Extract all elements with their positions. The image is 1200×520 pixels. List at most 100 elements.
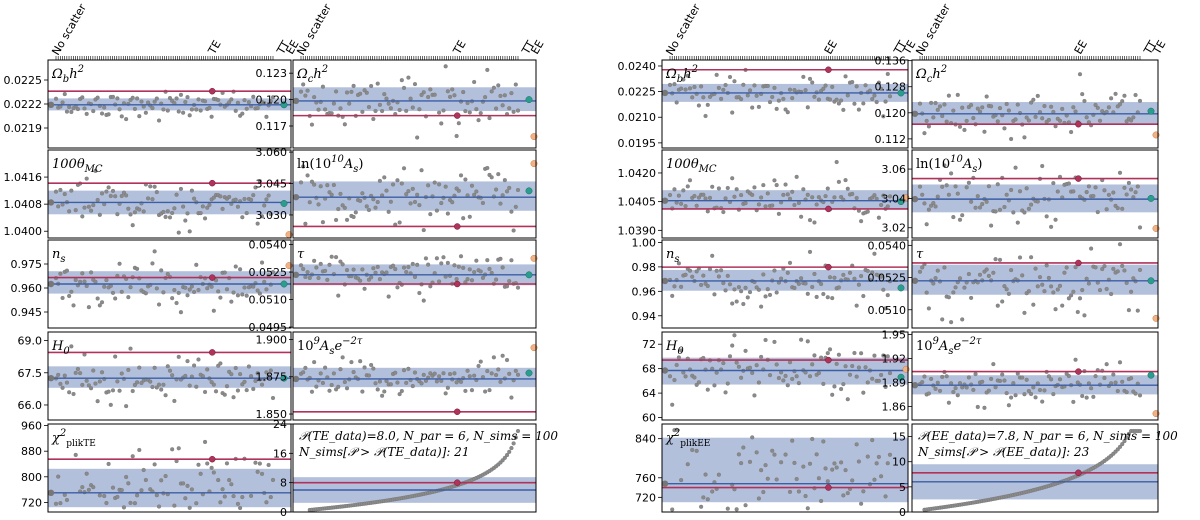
scatter-point [382, 389, 387, 394]
scatter-point [303, 274, 308, 280]
scatter-point [373, 381, 378, 386]
scatter-point [194, 107, 199, 112]
scatter-point [478, 269, 483, 274]
no-scatter-point [661, 89, 669, 97]
scatter-point [89, 270, 94, 275]
scatter-point [240, 495, 245, 500]
scatter-point [1022, 392, 1027, 397]
scatter-point [825, 351, 830, 356]
scatter-point [437, 110, 442, 115]
scatter-point [196, 97, 201, 102]
scatter-point [189, 107, 194, 112]
scatter-point [799, 276, 804, 281]
scatter-point [172, 503, 177, 508]
scatter-point [391, 263, 396, 268]
y-tick-label: 0.0195 [618, 137, 657, 150]
scatter-point [681, 77, 686, 82]
scatter-point [421, 228, 426, 233]
scatter-point [331, 182, 336, 188]
scatter-point [165, 272, 170, 277]
scatter-point [881, 193, 886, 198]
scatter-point [1084, 115, 1089, 120]
y-tick-label: 1.875 [256, 371, 288, 384]
scatter-point [723, 390, 728, 395]
scatter-point [393, 370, 398, 375]
scatter-point [1057, 377, 1063, 382]
scatter-point [772, 178, 777, 183]
scatter-point [759, 304, 764, 309]
scatter-point [796, 489, 801, 494]
scatter-point [465, 368, 470, 373]
scatter-point [229, 299, 234, 304]
scatter-point [174, 300, 179, 306]
scatter-point [143, 477, 148, 483]
scatter-point [929, 203, 934, 208]
scatter-point [1035, 93, 1040, 98]
pvalue-annotation-line1: 𝒫(TE_data)=8.0, N_par = 6, N_sims = 100 [299, 429, 558, 443]
scatter-point [692, 84, 697, 90]
scatter-point [369, 275, 374, 280]
scatter-point [318, 184, 323, 189]
scatter-point [801, 464, 806, 469]
scatter-point [951, 215, 956, 220]
scatter-point [712, 292, 717, 297]
scatter-point [170, 296, 175, 301]
scatter-point [765, 191, 770, 196]
scatter-point [95, 95, 100, 100]
scatter-point [821, 381, 826, 386]
scatter-point [743, 348, 748, 353]
scatter-point [412, 199, 418, 205]
y-tick-label: 1.00 [632, 236, 657, 249]
scatter-point [696, 380, 701, 385]
scatter-point [819, 498, 824, 504]
scatter-point [1071, 189, 1076, 194]
tt-point [525, 187, 533, 195]
scatter-point [502, 455, 507, 460]
scatter-point [805, 339, 810, 344]
scatter-point [750, 192, 755, 197]
scatter-point [830, 392, 835, 397]
scatter-point [463, 388, 468, 393]
scatter-point [238, 372, 243, 377]
scatter-point [141, 209, 146, 214]
uncertainty-band [48, 468, 291, 508]
scatter-point [676, 193, 681, 198]
data-point [825, 356, 832, 364]
y-tick-label: 0.0510 [249, 294, 288, 307]
scatter-point [679, 284, 684, 289]
scatter-point [971, 387, 976, 392]
scatter-point [917, 101, 923, 106]
scatter-point [995, 303, 1000, 308]
scatter-point [192, 289, 197, 295]
scatter-point [351, 267, 356, 272]
scatter-point [84, 176, 89, 181]
scatter-point [883, 99, 888, 104]
tt-point [1147, 277, 1155, 285]
y-tick-label: 720 [635, 491, 656, 504]
scatter-point [192, 363, 197, 368]
scatter-point [216, 98, 221, 103]
scatter-point [124, 474, 129, 480]
scatter-point [305, 173, 310, 178]
scatter-point [126, 295, 131, 300]
scatter-point [183, 285, 188, 290]
scatter-point [1042, 103, 1047, 109]
scatter-point [255, 288, 260, 293]
scatter-point [71, 303, 76, 308]
scatter-point [82, 205, 87, 210]
scatter-point [338, 106, 343, 111]
scatter-point [792, 460, 797, 465]
top-label-no-scatter: No scatter [663, 1, 703, 57]
scatter-point [253, 378, 258, 383]
scatter-point [467, 267, 472, 272]
scatter-point [233, 365, 238, 371]
data-point [453, 223, 461, 230]
scatter-point [331, 101, 336, 106]
scatter-point [1049, 224, 1054, 229]
scatter-point [761, 490, 766, 495]
scatter-point [235, 388, 240, 393]
scatter-point [58, 187, 63, 193]
scatter-point [827, 347, 833, 352]
scatter-point [1044, 214, 1049, 219]
